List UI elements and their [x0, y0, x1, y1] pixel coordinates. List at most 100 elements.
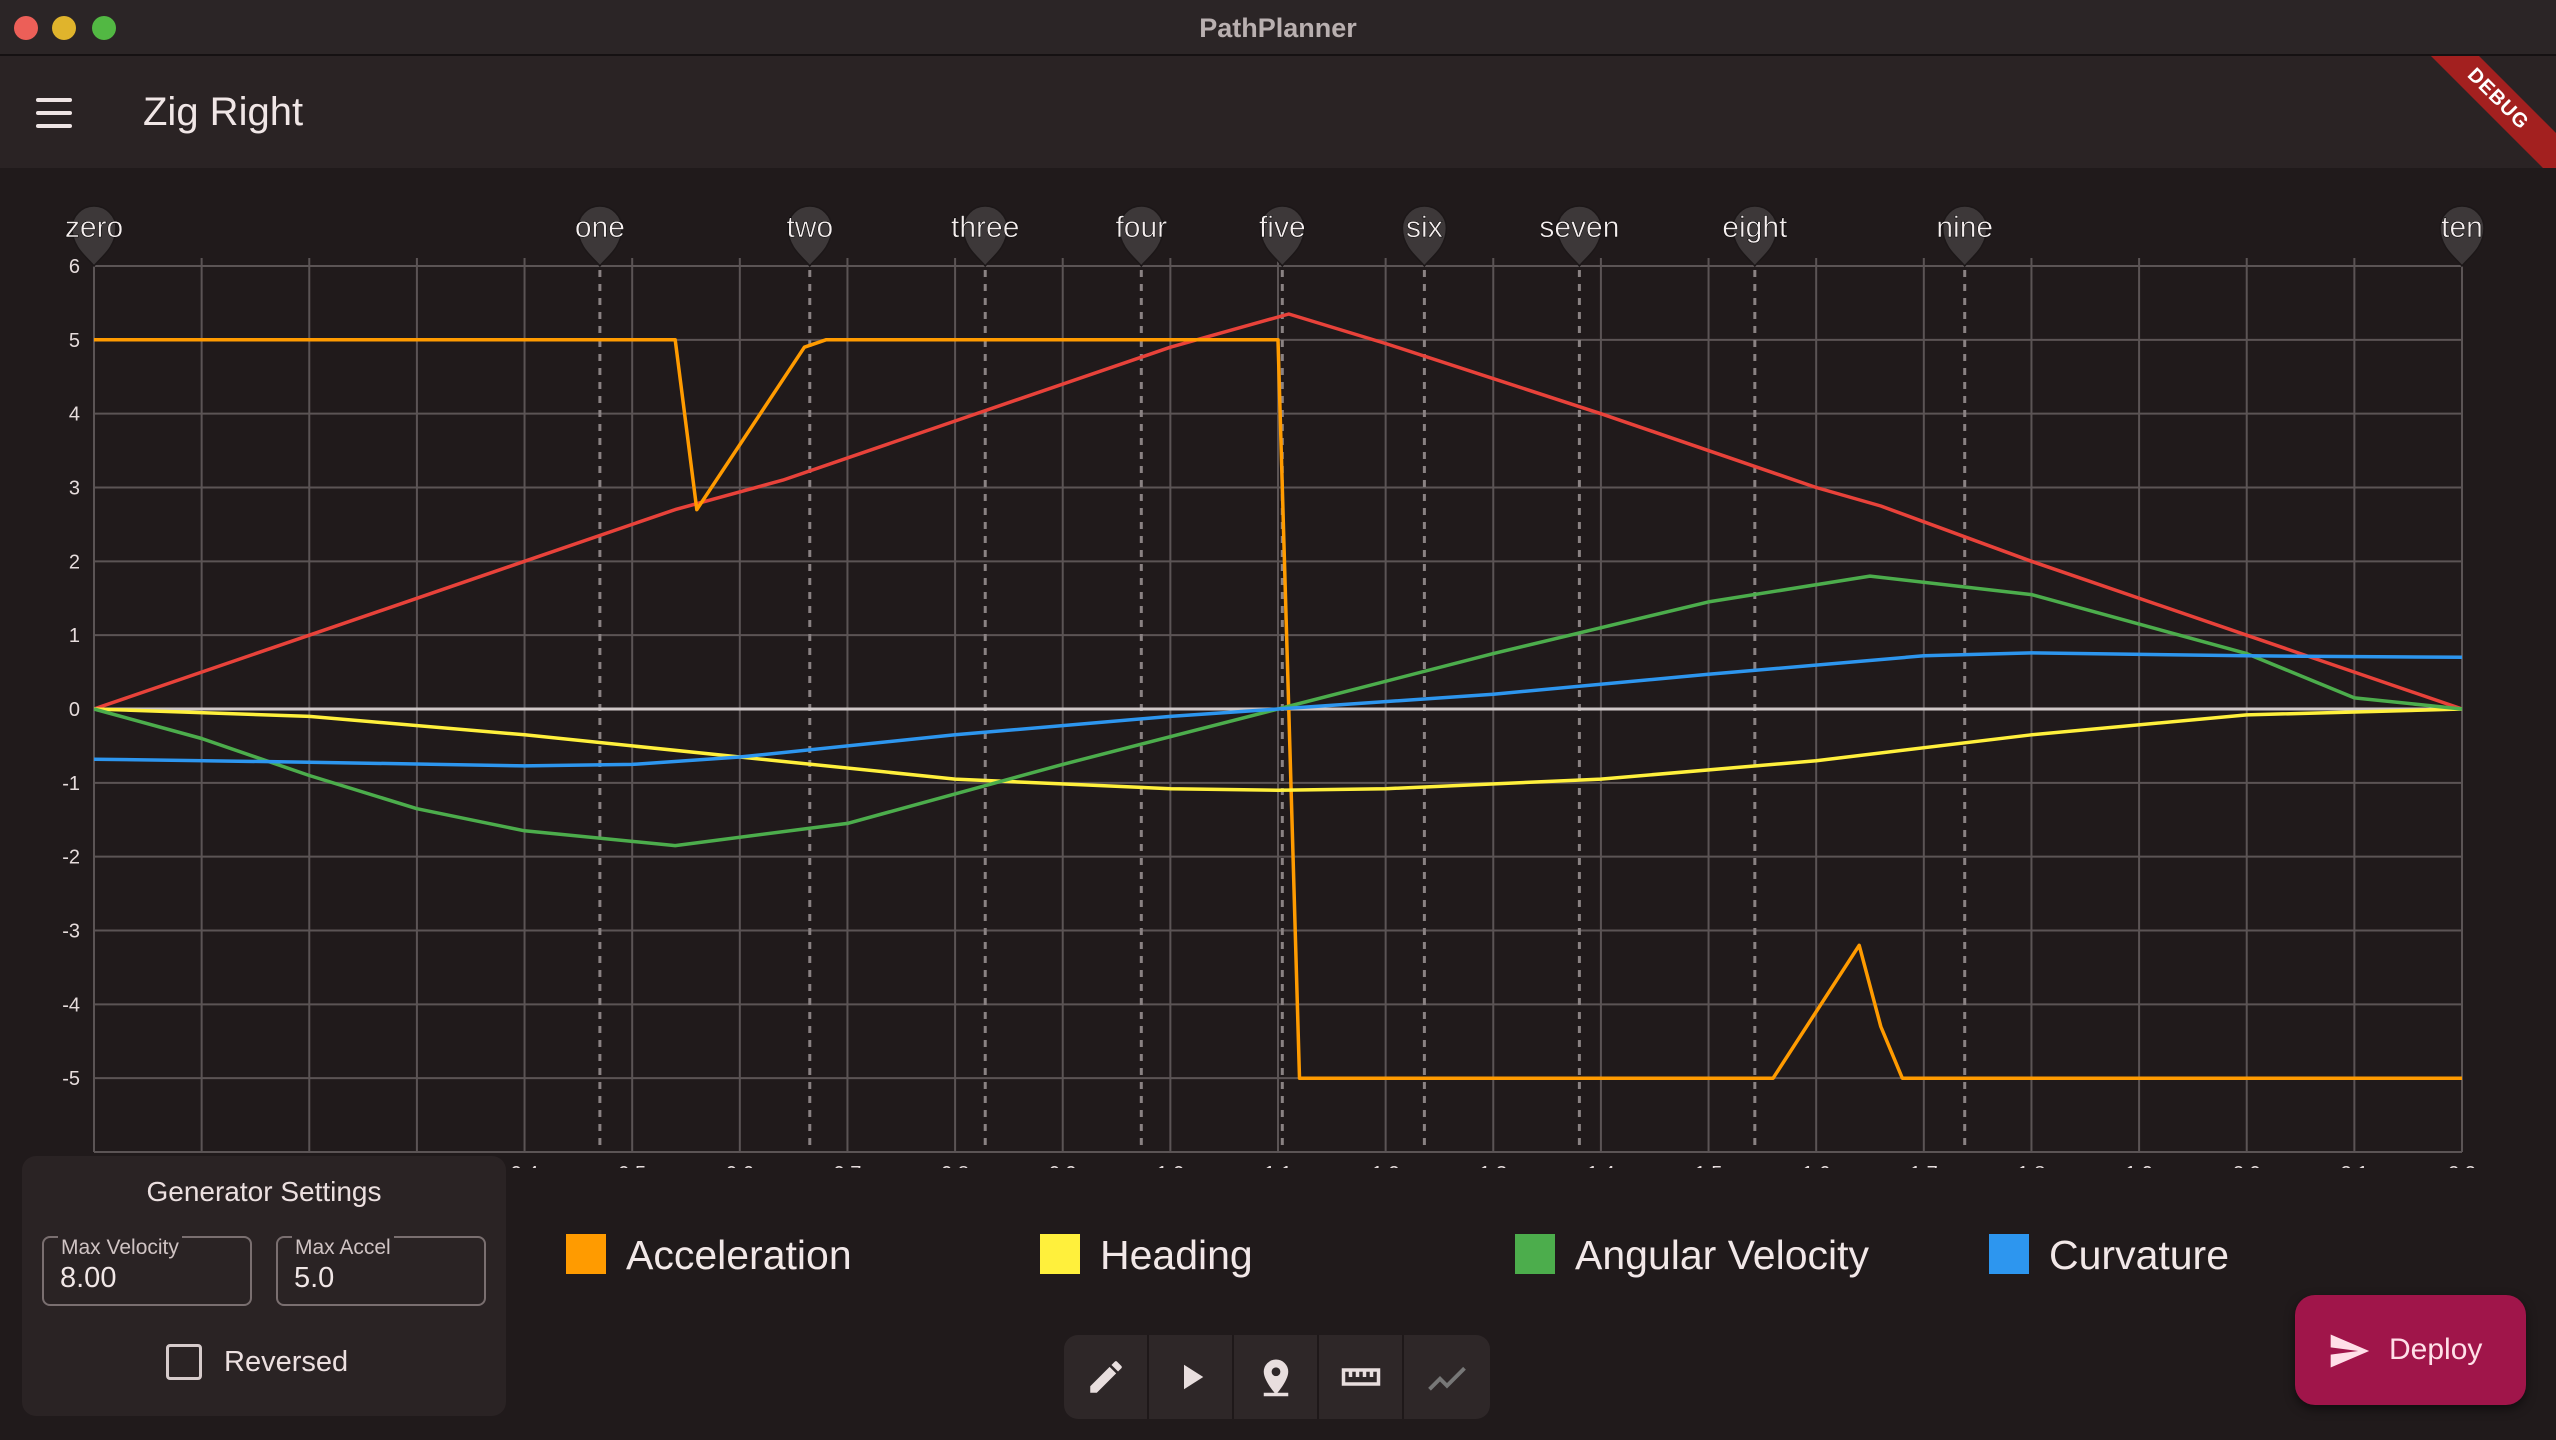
- edit-pencil-icon: [1089, 1361, 1122, 1393]
- waypoint-marker-icon: [1263, 1359, 1288, 1397]
- waypoint-label: one: [575, 211, 625, 244]
- y-tick-label: -1: [62, 773, 80, 795]
- waypoint-label: nine: [1936, 211, 1993, 244]
- y-tick-label: 2: [69, 551, 80, 573]
- path-graph: 6 5 4 3 2 1 0 -1 -2 -3 -4 -5 0.4 0.5 0.6 0.7 0.8 0.9 1.0 1.…: [0, 168, 2556, 1185]
- y-tick-label: -5: [62, 1068, 80, 1090]
- ruler-measure-icon: [1341, 1368, 1380, 1386]
- play-tool-button[interactable]: [1149, 1335, 1234, 1419]
- max-accel-value[interactable]: 5.0: [294, 1262, 335, 1294]
- waypoint-label: ten: [2441, 211, 2483, 244]
- legend-swatch: [566, 1234, 606, 1274]
- y-tick-label: -4: [62, 994, 80, 1016]
- waypoint-marker: five: [1259, 205, 1306, 268]
- window-maximize-button[interactable]: [92, 16, 116, 40]
- y-tick-label: 0: [69, 699, 80, 721]
- legend-swatch: [1040, 1234, 1080, 1274]
- max-velocity-value[interactable]: 8.00: [60, 1262, 117, 1294]
- x-tick-label: 1.9: [2125, 1163, 2153, 1168]
- legend-label: Curvature: [2049, 1232, 2230, 1278]
- measure-tool-button[interactable]: [1319, 1335, 1404, 1419]
- x-tick-label: 2.1: [2340, 1163, 2368, 1168]
- generator-settings-title: Generator Settings: [146, 1176, 382, 1207]
- legend-swatch: [1515, 1234, 1555, 1274]
- waypoint-pin-icon: [1259, 205, 1306, 268]
- waypoint-label: eight: [1722, 211, 1788, 244]
- x-tick-label: 1.7: [1910, 1163, 1938, 1168]
- series-line-angular-velocity: [94, 574, 2462, 848]
- y-tick-label: 3: [69, 478, 80, 500]
- waypoint-label: six: [1406, 211, 1443, 244]
- page-title: Zig Right: [143, 90, 304, 134]
- waypoint-label: three: [951, 211, 1019, 244]
- app-bar: Zig Right DEBUG: [0, 56, 2556, 168]
- x-tick-label: 2.0: [2233, 1163, 2261, 1168]
- waypoint-marker: six: [1401, 205, 1448, 268]
- max-velocity-label: Max Velocity: [58, 1236, 182, 1260]
- waypoint-pin-icon: [71, 205, 117, 268]
- max-accel-field[interactable]: Max Accel 5.0: [276, 1236, 486, 1306]
- reversed-checkbox[interactable]: [166, 1344, 202, 1380]
- x-tick-label: 0.6: [726, 1163, 754, 1168]
- waypoint-marker: three: [951, 205, 1020, 268]
- x-tick-label: 0.9: [1049, 1163, 1077, 1168]
- waypoint-pin-icon: [577, 205, 623, 268]
- waypoint-marker: four: [1115, 205, 1167, 268]
- generator-settings-panel: Generator Settings Max Velocity 8.00 Max…: [22, 1156, 506, 1416]
- waypoint-pin-icon: [1118, 205, 1165, 268]
- waypoint-label: two: [786, 211, 833, 244]
- y-tick-label: -3: [62, 921, 80, 943]
- window-title: PathPlanner: [1199, 13, 1357, 43]
- send-icon: [2330, 1334, 2370, 1368]
- y-tick-label: 1: [69, 625, 80, 647]
- waypoint-label: five: [1259, 211, 1306, 244]
- series-line-velocity: [94, 312, 2462, 711]
- x-tick-label: 1.0: [1156, 1163, 1184, 1168]
- waypoint-tool-button[interactable]: [1234, 1335, 1319, 1419]
- x-tick-label: 1.3: [1479, 1163, 1507, 1168]
- hamburger-menu-icon[interactable]: [24, 84, 82, 142]
- edit-tool-button[interactable]: [1064, 1335, 1149, 1419]
- legend-label: Angular Velocity: [1575, 1232, 1870, 1278]
- deploy-button[interactable]: Deploy: [2295, 1295, 2526, 1405]
- y-tick-label: 6: [69, 256, 80, 278]
- window-close-button[interactable]: [14, 16, 38, 40]
- deploy-label: Deploy: [2389, 1333, 2483, 1366]
- graph-trend-icon: [1427, 1366, 1466, 1391]
- reversed-label: Reversed: [224, 1346, 349, 1378]
- waypoint-marker: ten: [2439, 205, 2485, 268]
- waypoint-marker: seven: [1539, 205, 1620, 268]
- max-accel-label: Max Accel: [292, 1236, 394, 1260]
- x-tick-label: 0.7: [834, 1163, 862, 1168]
- series-line-curvature: [94, 651, 2462, 768]
- waypoint-pin-icon: [962, 205, 1008, 268]
- window-titlebar: PathPlanner: [0, 0, 2556, 56]
- waypoint-pin-icon: [1401, 205, 1448, 268]
- x-tick-label: 1.6: [1802, 1163, 1830, 1168]
- legend-swatch: [1989, 1234, 2029, 1274]
- waypoint-pin-icon: [1941, 205, 1988, 268]
- window-minimize-button[interactable]: [52, 16, 76, 40]
- x-tick-label: 1.4: [1587, 1163, 1615, 1168]
- y-tick-label: 5: [69, 330, 80, 352]
- x-tick-label: 0.4: [511, 1163, 539, 1168]
- x-tick-label: 0.8: [941, 1163, 969, 1168]
- max-velocity-field[interactable]: Max Velocity 8.00: [42, 1236, 252, 1306]
- waypoint-label: zero: [65, 211, 123, 244]
- y-tick-label: -2: [62, 847, 80, 869]
- series-line-heading: [94, 707, 2462, 792]
- graph-tool-button[interactable]: [1404, 1335, 1489, 1419]
- waypoint-label: four: [1115, 211, 1167, 244]
- waypoint-label: seven: [1539, 211, 1619, 244]
- x-tick-label: 1.1: [1264, 1163, 1292, 1168]
- x-tick-label: 0.5: [618, 1163, 646, 1168]
- x-tick-label: 2.2: [2448, 1163, 2476, 1168]
- waypoint-pin-icon: [1732, 205, 1778, 268]
- waypoint-pin-icon: [787, 205, 833, 268]
- debug-banner: DEBUG: [2401, 56, 2556, 168]
- x-tick-label: 1.5: [1695, 1163, 1723, 1168]
- legend-label: Acceleration: [626, 1232, 852, 1278]
- x-tick-label: 1.2: [1372, 1163, 1400, 1168]
- waypoint-marker: one: [575, 205, 625, 268]
- waypoint-marker: nine: [1936, 205, 1993, 268]
